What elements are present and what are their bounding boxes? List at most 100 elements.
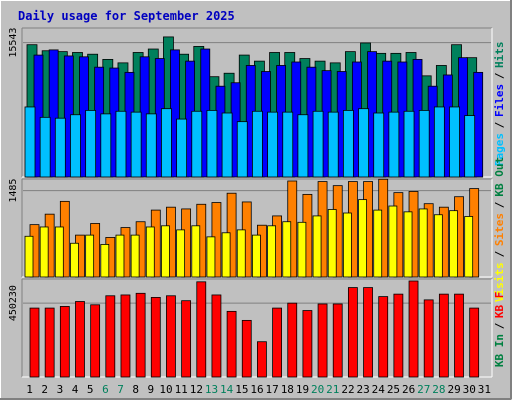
- day-label-13: 13: [205, 383, 218, 396]
- requests-bar-pages-day-7: [115, 110, 127, 178]
- visitors-bar-visits-day-28: [433, 214, 443, 278]
- requests-bar-pages-day-5: [85, 110, 97, 178]
- day-axis: 1 2 3 4 5 6 7 8 9 10 11 12 13 14 15 16 17 18 19 20 21 22 23 24 2…: [26, 383, 491, 396]
- visitors-bar-visits-day-4: [70, 242, 79, 278]
- kbytes-bar-kb-f-day-11: [181, 300, 192, 378]
- requests-bar-pages-day-26: [403, 110, 415, 178]
- visitors-bar-visits-day-16: [252, 234, 261, 278]
- requests-legend-separator: /: [493, 121, 506, 128]
- day-label-22: 22: [341, 383, 354, 396]
- visitors-bar-visits-day-8: [130, 234, 140, 278]
- requests-bar-pages-day-2: [39, 116, 51, 178]
- kbytes-bar-kb-f-day-18: [287, 302, 298, 378]
- kbytes-bar-kb-f-day-19: [302, 310, 313, 378]
- kbytes-bar-kb-f-day-28: [438, 293, 449, 378]
- requests-bar-pages-day-17: [267, 111, 278, 178]
- requests-bar-pages-day-10: [161, 108, 172, 178]
- visitors-legend-visits: Visits: [493, 262, 506, 302]
- visitors-bar-visits-day-18: [282, 221, 292, 278]
- visitors-bar-visits-day-3: [54, 226, 64, 278]
- day-label-21: 21: [326, 383, 339, 396]
- visitors-bar-visits-day-20: [312, 215, 322, 278]
- day-label-3: 3: [57, 383, 64, 396]
- requests-bar-pages-day-16: [252, 110, 263, 178]
- requests-bar-pages-day-28: [433, 106, 445, 178]
- visitors-bar-visits-day-27: [418, 208, 428, 278]
- kbytes-bar-kb-f-day-22: [347, 287, 358, 378]
- visitors-bar-visits-day-6: [100, 244, 110, 278]
- visitors-bar-visits-day-30: [464, 216, 474, 278]
- requests-bar-pages-day-20: [312, 110, 324, 178]
- requests-bar-pages-day-1: [24, 106, 36, 178]
- day-label-23: 23: [357, 383, 370, 396]
- day-label-15: 15: [235, 383, 248, 396]
- requests-bar-pages-day-9: [145, 113, 157, 178]
- visitors-bar-visits-day-13: [206, 236, 216, 278]
- requests-legend-pages: Pages: [493, 133, 506, 166]
- kbytes-bar-kb-f-day-17: [272, 307, 282, 378]
- requests-bar-pages-day-13: [206, 110, 218, 178]
- visitors-bar-visits-day-12: [191, 225, 201, 278]
- visitors-bar-visits-day-21: [327, 209, 337, 278]
- kbytes-bar-kb-f-day-25: [393, 293, 404, 378]
- kbytes-bar-kb-f-day-15: [241, 319, 252, 378]
- kbytes-bar-kb-f-day-30: [469, 307, 480, 378]
- kbytes-bar-kb-f-day-13: [211, 294, 222, 378]
- kbytes-bar-kb-f-day-6: [105, 295, 116, 378]
- kbytes-bar-kb-f-day-10: [166, 295, 176, 378]
- kbytes-bar-kb-f-day-9: [150, 297, 161, 378]
- kbytes-bar-kb-f-day-23: [363, 287, 373, 378]
- kbytes-bar-kb-f-day-26: [408, 280, 419, 378]
- day-label-25: 25: [387, 383, 400, 396]
- day-label-11: 11: [175, 383, 188, 396]
- visitors-legend-separator: /: [493, 250, 506, 257]
- requests-max-label: 15543: [8, 28, 19, 58]
- visitors-bar-visits-day-11: [176, 229, 186, 278]
- requests-bar-pages-day-15: [236, 121, 248, 178]
- day-label-6: 6: [102, 383, 109, 396]
- visitors-bar-visits-day-10: [161, 225, 170, 278]
- visitors-max-label: 1485: [8, 179, 19, 203]
- day-label-31: 31: [478, 383, 491, 396]
- kbytes-bar-kb-f-day-8: [135, 292, 146, 378]
- requests-legend-hits: Hits: [493, 42, 506, 69]
- day-label-27: 27: [417, 383, 430, 396]
- day-label-2: 2: [41, 383, 48, 396]
- visitors-bar-visits-day-17: [267, 225, 276, 278]
- kbytes-bar-kb-f-day-4: [75, 301, 85, 378]
- day-label-18: 18: [281, 383, 294, 396]
- requests-bar-pages-day-24: [373, 112, 385, 178]
- requests-bar-pages-day-22: [342, 110, 354, 178]
- visitors-bar-visits-day-2: [39, 226, 49, 278]
- kbytes-legend-kb-f: KB F: [493, 292, 506, 319]
- requests-bar-pages-day-11: [176, 118, 188, 178]
- chart-title: Daily usage for September 2025: [18, 9, 235, 23]
- visitors-bar-visits-day-22: [342, 212, 352, 278]
- requests-bar-pages-day-27: [418, 110, 430, 178]
- requests-bar-pages-day-29: [449, 106, 460, 178]
- kbytes-bar-kb-f-day-12: [196, 281, 207, 378]
- requests-bar-pages-day-25: [388, 111, 400, 178]
- kbytes-bar-kb-f-day-20: [317, 303, 328, 378]
- visitors-panel: 1485 Visits / Sites / KB Out: [8, 157, 506, 302]
- requests-bar-pages-day-4: [70, 114, 81, 178]
- day-label-28: 28: [432, 383, 445, 396]
- kbytes-bar-kb-f-day-5: [90, 304, 101, 378]
- requests-bar-pages-day-30: [464, 115, 476, 178]
- visitors-bar-visits-day-29: [449, 210, 458, 278]
- kbytes-bar-kb-f-day-24: [378, 296, 389, 378]
- kbytes-bar-kb-f-day-14: [226, 310, 237, 378]
- day-label-19: 19: [296, 383, 309, 396]
- visitors-bar-visits-day-7: [115, 234, 125, 278]
- kbytes-bar-kb-f-day-27: [423, 299, 434, 378]
- visitors-bar-visits-day-23: [358, 199, 367, 278]
- kbytes-bar-kb-f-day-29: [454, 293, 464, 378]
- day-label-10: 10: [159, 383, 172, 396]
- day-label-9: 9: [148, 383, 155, 396]
- requests-bar-files-day-2: [48, 49, 59, 178]
- kbytes-legend-kb-in: KB In: [493, 334, 506, 367]
- day-label-12: 12: [190, 383, 203, 396]
- requests-bar-pages-day-6: [100, 113, 112, 178]
- day-label-7: 7: [117, 383, 124, 396]
